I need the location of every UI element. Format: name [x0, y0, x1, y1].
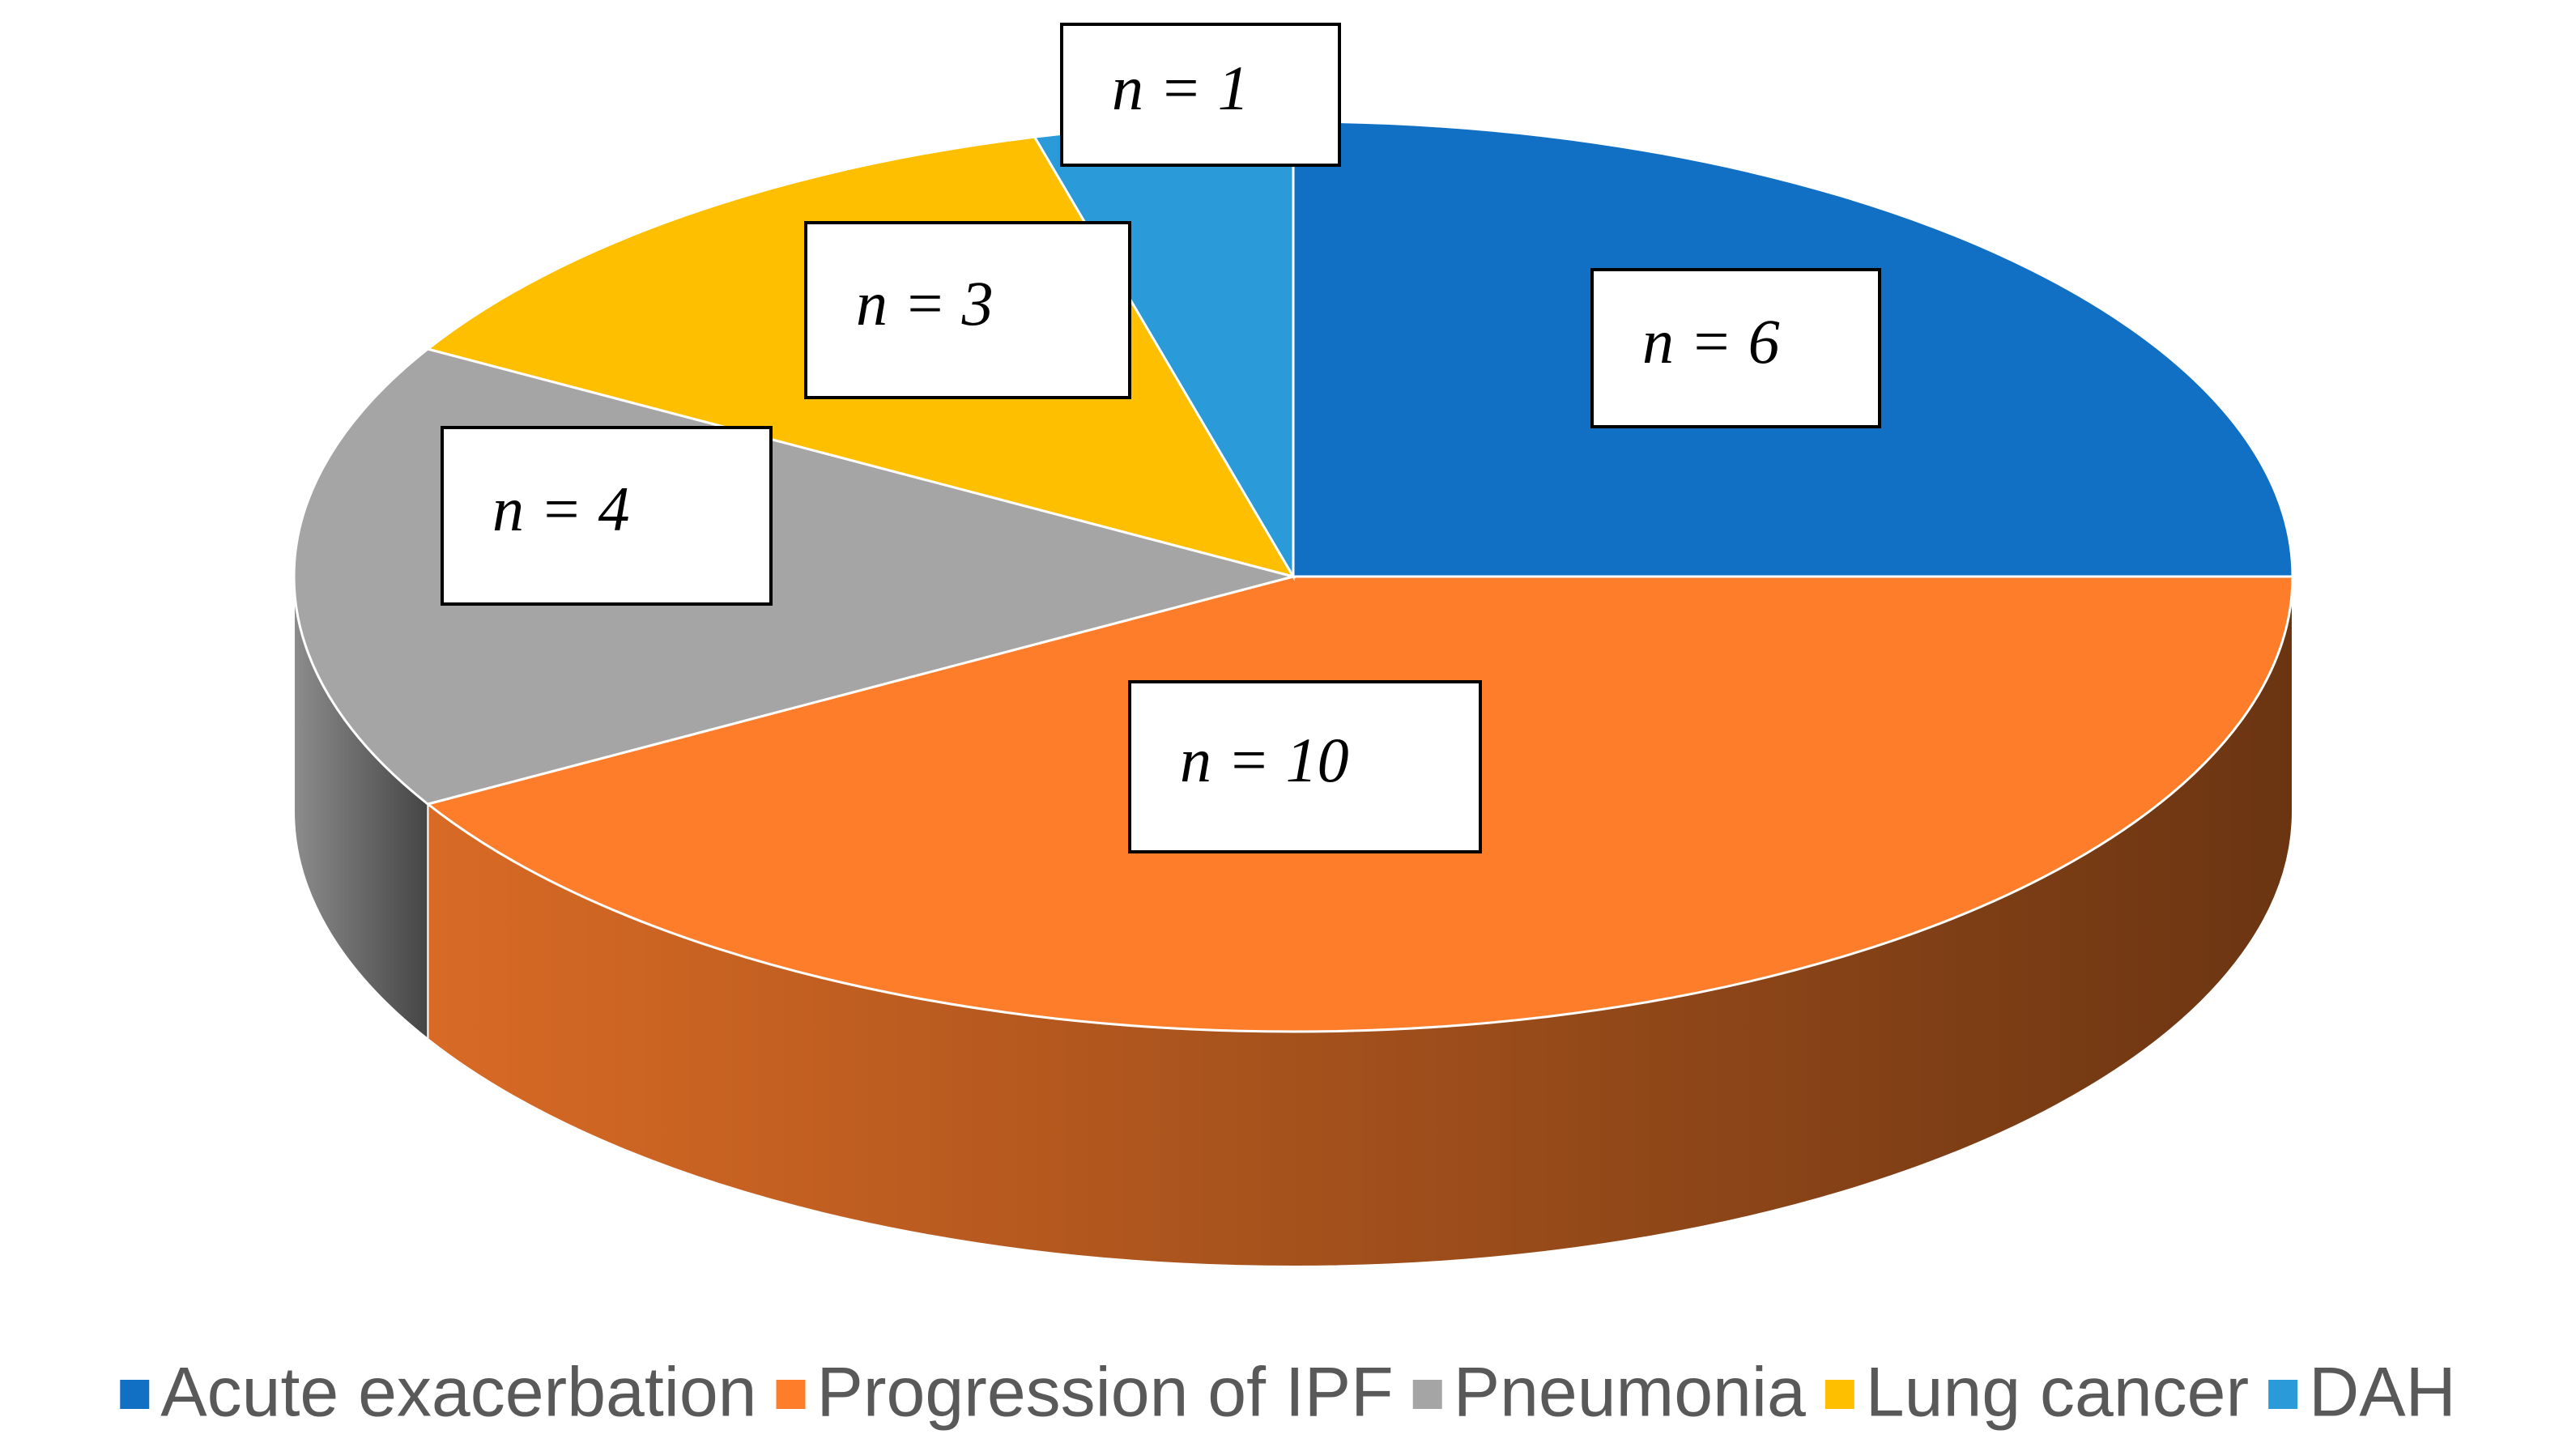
legend-swatch: [1412, 1380, 1442, 1409]
legend-swatch: [776, 1380, 806, 1409]
data-label-box: [804, 221, 1131, 399]
data-label-box: [441, 426, 773, 606]
data-label: n = 4: [492, 474, 630, 544]
legend-label: Acute exacerbation: [160, 1354, 756, 1432]
data-label-box: [1060, 23, 1341, 167]
legend-label: Pneumonia: [1454, 1354, 1806, 1432]
legend-label: Progression of IPF: [817, 1354, 1394, 1432]
data-label-box: [1590, 268, 1881, 428]
data-label: n = 6: [1642, 306, 1780, 377]
data-label: n = 3: [856, 268, 994, 338]
data-label: n = 10: [1180, 725, 1349, 795]
data-label: n = 1: [1112, 53, 1250, 123]
legend-swatch: [1824, 1380, 1854, 1409]
legend-swatch: [120, 1380, 150, 1409]
legend-label: Lung cancer: [1866, 1354, 2249, 1432]
legend-label: DAH: [2309, 1354, 2456, 1432]
legend-swatch: [2268, 1380, 2298, 1409]
data-label-box: [1128, 680, 1482, 853]
